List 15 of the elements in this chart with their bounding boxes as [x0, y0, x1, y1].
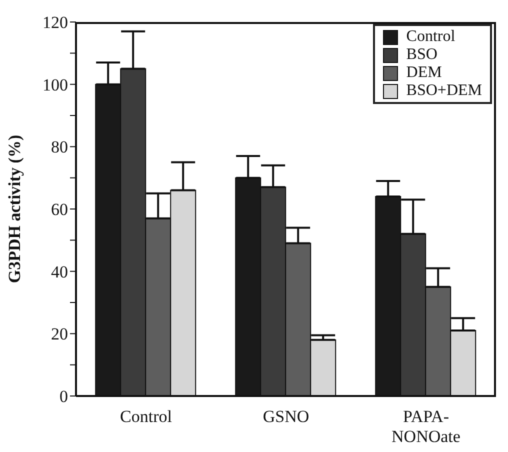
legend-label: Control [406, 28, 456, 46]
legend-label: DEM [406, 64, 442, 82]
y-tick-label: 60 [51, 200, 68, 220]
x-tick-label: Control [120, 407, 172, 426]
y-tick-label: 0 [60, 387, 68, 406]
y-axis-title: G3PDH activity (%) [5, 134, 24, 284]
y-tick-label: 120 [42, 13, 68, 32]
y-tick-label: 80 [51, 138, 68, 157]
y-tick-label: 40 [51, 262, 68, 282]
x-tick-label: GSNO [262, 407, 310, 426]
x-tick-label: PAPA-NONOate [392, 407, 460, 446]
legend-label: BSO [406, 46, 438, 64]
y-tick-label: 20 [51, 324, 68, 344]
y-tick-label: 100 [42, 75, 68, 94]
legend-label: BSO+DEM [406, 82, 482, 100]
